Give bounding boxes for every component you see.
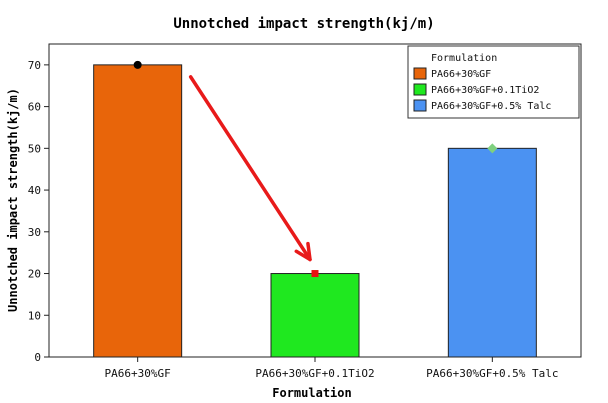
annotation-arrow-head (294, 241, 312, 262)
bar-3 (447, 147, 537, 358)
x-tick-label: PA66+30%GF (105, 367, 171, 380)
y-tick-label: 20 (28, 268, 41, 281)
y-tick-label: 0 (34, 351, 41, 364)
marker-3 (487, 143, 498, 154)
legend-swatch-3 (413, 99, 427, 112)
legend-swatch-2 (413, 83, 427, 96)
chart-title: Unnotched impact strength(kj/m) (173, 16, 434, 32)
y-axis-label: Unnotched impact strength(kj/m) (6, 88, 20, 312)
annotation-arrow-shaft (188, 75, 312, 262)
legend-box (407, 45, 580, 119)
x-tick-label: PA66+30%GF+0.5% Talc (426, 367, 558, 380)
x-tick-label: PA66+30%GF+0.1TiO2 (255, 367, 374, 380)
legend-entry-3: PA66+30%GF+0.5% Talc (431, 101, 551, 112)
bar-1 (93, 64, 183, 358)
x-axis-label: Formulation (272, 386, 351, 400)
y-tick-label: 60 (28, 101, 41, 114)
legend-swatch-1 (413, 67, 427, 80)
y-tick-label: 10 (28, 309, 41, 322)
legend-entry-1: PA66+30%GF (431, 69, 491, 80)
marker-2 (311, 270, 319, 278)
y-tick-label: 50 (28, 142, 41, 155)
y-tick-label: 70 (28, 59, 41, 72)
y-tick-label: 30 (28, 226, 41, 239)
y-tick-label: 40 (28, 184, 41, 197)
legend-entry-2: PA66+30%GF+0.1TiO2 (431, 85, 539, 96)
legend-title: Formulation (431, 53, 497, 64)
marker-1 (133, 60, 142, 69)
bar-2 (270, 273, 360, 358)
